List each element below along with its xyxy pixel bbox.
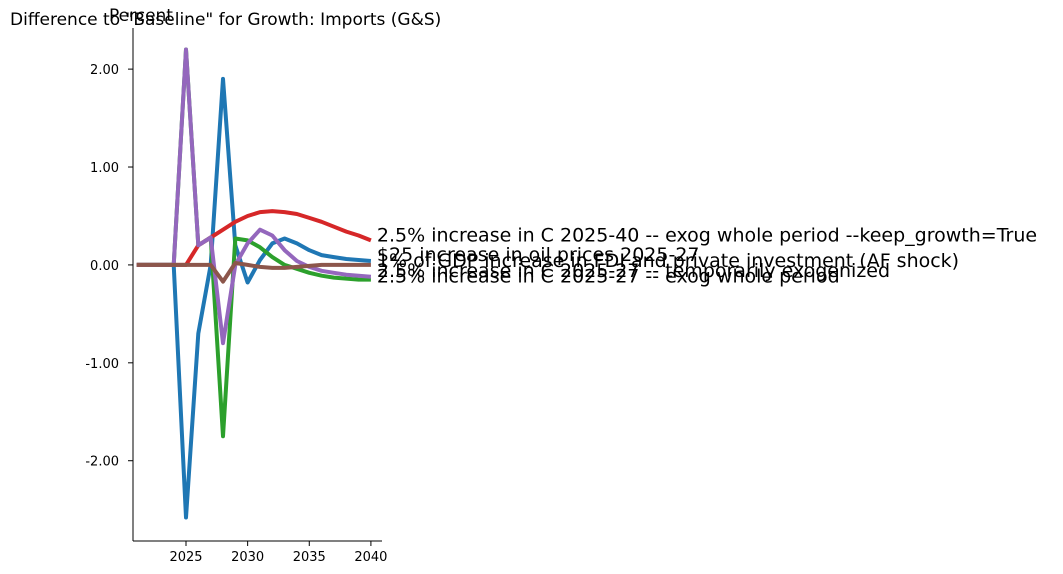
- series-end-label-0: 2.5% increase in C 2025-40 -- exog whole…: [377, 225, 1037, 247]
- axes: [132, 28, 382, 542]
- x-tick-label: 2025: [169, 550, 202, 565]
- x-tick-label: 2030: [231, 550, 264, 565]
- series-line-4: [136, 261, 371, 284]
- series-line-0: [136, 76, 372, 520]
- y-tick-label: 0.00: [90, 259, 119, 274]
- series-lines: [136, 47, 372, 520]
- y-axis-label: Percent: [109, 6, 173, 26]
- series-end-label-2: $25 increase in oil prices 2025-27: [377, 244, 700, 266]
- y-tick-label: -2.00: [85, 455, 119, 470]
- chart-title: Difference to "Baseline" for Growth: Imp…: [10, 10, 441, 30]
- y-tick-label: 1.00: [90, 161, 119, 176]
- series-end-labels: 2.5% increase in C 2025-40 -- exog whole…: [377, 225, 1037, 288]
- y-tick-label: -1.00: [85, 357, 119, 372]
- series-end-label-1: 1% of GDP increase in FDI and private in…: [377, 250, 959, 272]
- x-tick-label: 2035: [293, 550, 326, 565]
- series-end-label-4: 2.5% increase in C 2025-27 -- exog whole…: [377, 266, 840, 288]
- series-line-3: [136, 47, 372, 346]
- series-end-label-3: 2.5% increase in C 2025-27 -- temporaril…: [377, 260, 890, 282]
- series-line-1: [136, 47, 371, 439]
- y-tick-label: 2.00: [90, 63, 119, 78]
- x-tick-label: 2040: [354, 550, 387, 565]
- ticks: 2025 2030 2035 2040 2.00 1.00 0.00 -1.00 -2.00: [85, 63, 387, 565]
